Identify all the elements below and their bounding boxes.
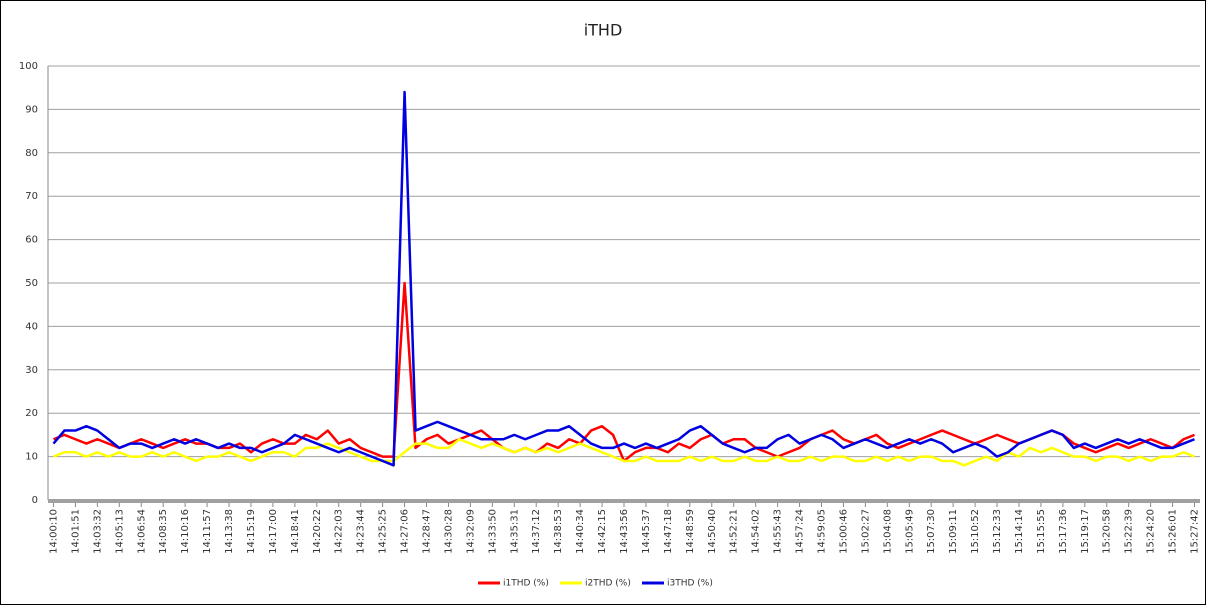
x-tick-label: 14:57:24 <box>795 509 806 554</box>
x-tick-label: 14:11:57 <box>202 509 213 554</box>
y-tick-label: 100 <box>19 61 38 72</box>
x-tick-label: 15:02:27 <box>860 509 871 554</box>
legend-label: i1THD (%) <box>503 579 549 589</box>
x-tick-label: 14:25:25 <box>378 509 389 554</box>
y-tick-label: 0 <box>32 495 38 506</box>
x-tick-label: 15:00:46 <box>838 509 849 554</box>
x-tick-label: 14:15:19 <box>246 509 257 554</box>
x-tick-label: 15:10:52 <box>970 509 981 554</box>
x-tick-label: 15:26:01 <box>1168 509 1179 554</box>
x-tick-label: 15:05:49 <box>904 509 915 554</box>
x-tick-label: 15:24:20 <box>1146 509 1157 554</box>
x-tick-label: 14:43:56 <box>619 509 630 554</box>
y-tick-label: 80 <box>25 148 38 159</box>
x-tick-label: 14:03:32 <box>92 509 103 554</box>
x-tick-label: 14:45:37 <box>641 509 652 554</box>
x-tick-label: 14:47:18 <box>663 509 674 554</box>
x-tick-label: 14:20:22 <box>312 509 323 554</box>
x-tick-label: 14:40:34 <box>575 509 586 554</box>
x-tick-label: 14:32:09 <box>465 509 476 554</box>
x-tick-label: 15:12:33 <box>992 509 1003 554</box>
x-tick-label: 14:18:41 <box>290 509 301 554</box>
x-tick-label: 14:01:51 <box>70 509 81 554</box>
x-tick-label: 15:20:58 <box>1102 509 1113 554</box>
x-tick-label: 15:07:30 <box>926 509 937 554</box>
y-tick-label: 50 <box>25 278 38 289</box>
series-line <box>53 437 1195 467</box>
x-tick-label: 14:17:00 <box>268 509 279 554</box>
y-tick-label: 60 <box>25 235 38 246</box>
x-tick-label: 14:52:21 <box>729 509 740 554</box>
x-tick-label: 14:55:43 <box>773 509 784 554</box>
x-tick-label: 14:38:53 <box>553 509 564 554</box>
x-tick-label: 15:04:08 <box>882 509 893 554</box>
x-tick-label: 15:27:42 <box>1190 509 1201 554</box>
x-tick-label: 14:33:50 <box>487 509 498 554</box>
x-tick-label: 14:06:54 <box>136 509 147 554</box>
x-tick-label: 14:59:05 <box>816 509 827 554</box>
y-tick-label: 10 <box>25 452 38 463</box>
x-tick-label: 14:35:31 <box>509 509 520 554</box>
x-tick-label: 14:30:28 <box>443 509 454 554</box>
y-tick-label: 40 <box>25 321 38 332</box>
x-tick-label: 15:09:11 <box>948 509 959 554</box>
x-tick-label: 15:14:14 <box>1014 509 1025 554</box>
x-tick-label: 14:22:03 <box>334 509 345 554</box>
y-tick-label: 20 <box>25 408 38 419</box>
x-tick-label: 14:50:40 <box>707 509 718 554</box>
x-tick-label: 14:23:44 <box>356 509 367 554</box>
chart-title: iTHD <box>584 21 623 40</box>
series-line <box>52 90 1195 467</box>
x-tick-label: 15:17:36 <box>1058 509 1069 554</box>
x-tick-label: 14:28:47 <box>422 509 433 554</box>
x-tick-label: 15:19:17 <box>1080 509 1091 554</box>
x-tick-label: 15:22:39 <box>1124 509 1135 554</box>
x-tick-label: 14:10:16 <box>180 509 191 554</box>
y-tick-label: 90 <box>25 104 38 115</box>
x-tick-label: 14:27:06 <box>400 509 411 554</box>
x-tick-label: 14:42:15 <box>597 509 608 554</box>
x-axis <box>48 499 1200 503</box>
x-tick-label: 14:08:35 <box>158 509 169 554</box>
legend-label: i3THD (%) <box>667 579 713 589</box>
x-tick-label: 14:00:10 <box>48 509 59 554</box>
y-tick-label: 70 <box>25 191 38 202</box>
legend-label: i2THD (%) <box>585 579 631 589</box>
x-tick-label: 14:54:02 <box>751 509 762 554</box>
x-tick-label: 15:15:55 <box>1036 509 1047 554</box>
y-tick-label: 30 <box>25 365 38 376</box>
x-tick-label: 14:37:12 <box>531 509 542 554</box>
x-tick-label: 14:05:13 <box>114 509 125 554</box>
x-tick-label: 14:48:59 <box>685 509 696 554</box>
x-tick-label: 14:13:38 <box>224 509 235 554</box>
